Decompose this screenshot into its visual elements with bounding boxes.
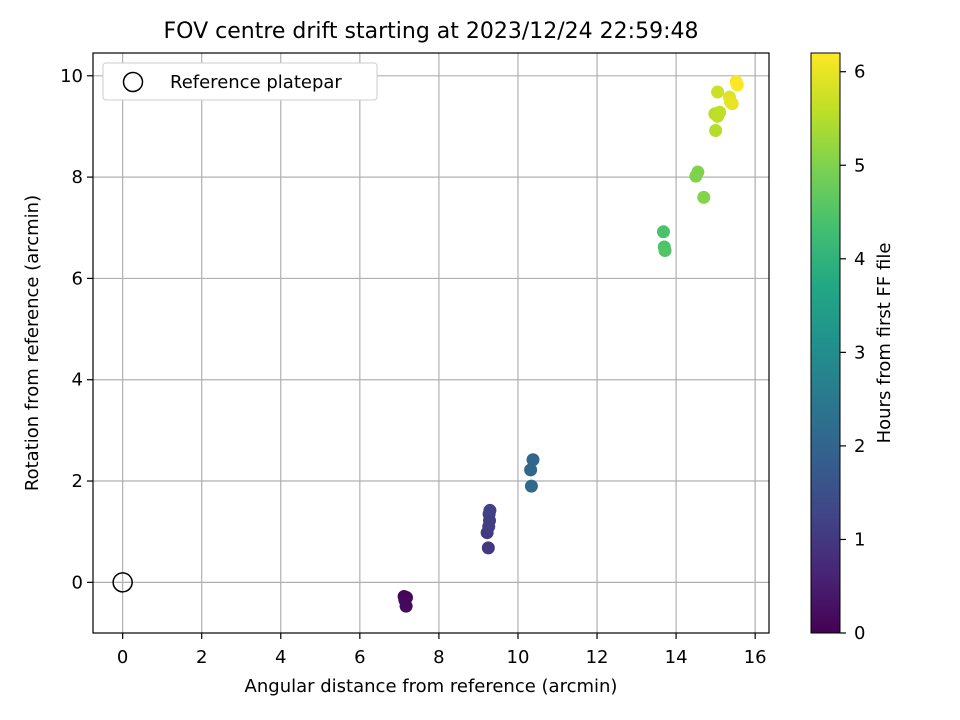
colorbar-tick-label: 3 (854, 342, 865, 363)
grid-lines (93, 53, 769, 633)
x-tick-label: 14 (665, 647, 688, 668)
y-tick-label: 6 (72, 268, 83, 289)
data-point (524, 463, 538, 477)
data-point (711, 85, 725, 99)
data-point (689, 169, 703, 183)
data-point (709, 124, 723, 138)
x-tick-label: 4 (275, 647, 286, 668)
data-point (483, 503, 497, 517)
plot-area-frame (92, 52, 770, 634)
legend-marker-open-circle (122, 71, 144, 93)
data-point (697, 190, 711, 204)
colorbar-tick-label: 1 (854, 529, 865, 550)
data-point (524, 479, 538, 493)
x-tick-label: 0 (117, 647, 128, 668)
colorbar-tick-label: 5 (854, 155, 865, 176)
colorbar-gradient (810, 52, 841, 634)
chart-title: FOV centre drift starting at 2023/12/24 … (164, 19, 699, 44)
y-axis-ticks: 0 2 4 6 8 10 (60, 66, 93, 593)
data-point (526, 453, 540, 467)
colorbar-tick-label: 4 (854, 249, 865, 270)
x-axis-label: Angular distance from reference (arcmin) (245, 676, 618, 697)
colorbar-ticks: 0 1 2 3 4 5 6 (840, 62, 865, 644)
x-tick-label: 2 (196, 647, 207, 668)
legend: Reference platepar (102, 62, 378, 101)
data-point (725, 97, 739, 111)
data-point (399, 599, 413, 613)
data-point (730, 78, 744, 92)
data-point (656, 225, 670, 239)
x-axis-ticks: 0 2 4 6 8 10 12 14 16 (117, 633, 767, 668)
data-point (481, 541, 495, 555)
legend-label: Reference platepar (170, 72, 342, 93)
colorbar: 0 1 2 3 4 5 6 Hours from first FF file (810, 52, 895, 644)
reference-platepar-marker (112, 572, 133, 593)
y-tick-label: 0 (72, 572, 83, 593)
y-tick-label: 2 (72, 471, 83, 492)
x-tick-label: 10 (507, 647, 530, 668)
colorbar-label: Hours from first FF file (874, 243, 895, 444)
data-point (658, 244, 672, 258)
colorbar-tick-label: 6 (854, 62, 865, 83)
data-point (711, 109, 725, 123)
colorbar-tick-label: 2 (854, 436, 865, 457)
y-tick-label: 10 (60, 66, 83, 87)
legend-box (102, 62, 378, 101)
x-tick-label: 12 (586, 647, 609, 668)
y-axis-label: Rotation from reference (arcmin) (22, 195, 43, 491)
data-points (397, 75, 744, 613)
colorbar-tick-label: 0 (854, 623, 865, 644)
x-tick-label: 6 (354, 647, 365, 668)
x-tick-label: 8 (433, 647, 444, 668)
x-tick-label: 16 (744, 647, 767, 668)
y-tick-label: 4 (72, 370, 83, 391)
y-tick-label: 8 (72, 167, 83, 188)
